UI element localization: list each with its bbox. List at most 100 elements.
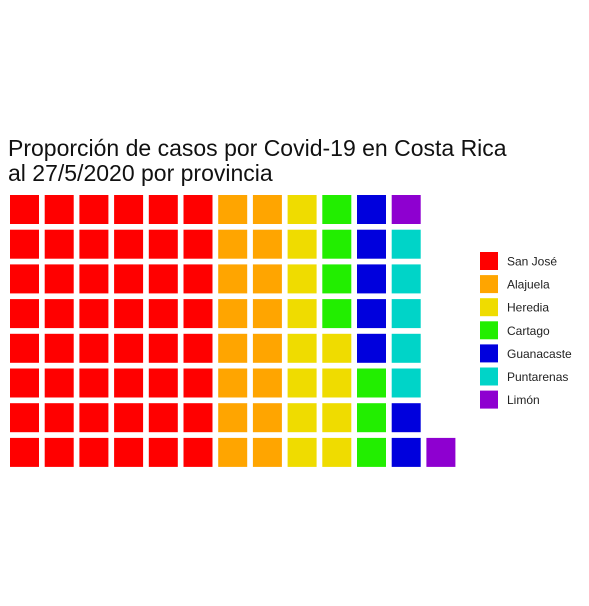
waffle-cell bbox=[218, 437, 248, 467]
waffle-cell bbox=[391, 368, 421, 398]
waffle-cell bbox=[287, 299, 317, 329]
waffle-cell bbox=[218, 403, 248, 433]
waffle-cell bbox=[44, 299, 74, 329]
waffle-cell bbox=[183, 299, 213, 329]
waffle-cell bbox=[357, 333, 386, 363]
waffle-cell bbox=[252, 229, 282, 259]
waffle-cell bbox=[322, 229, 352, 259]
waffle-cell bbox=[183, 195, 213, 224]
waffle-cell bbox=[114, 403, 144, 433]
legend: San José Alajuela Heredia Cartago Guanacaste… bbox=[480, 252, 572, 409]
waffle-cell bbox=[183, 368, 213, 398]
legend-swatch bbox=[480, 390, 498, 409]
waffle-cell bbox=[357, 403, 386, 433]
waffle-cell bbox=[114, 229, 144, 259]
waffle-cell bbox=[357, 195, 386, 224]
waffle-cell bbox=[79, 403, 109, 433]
waffle-cell bbox=[391, 403, 421, 433]
waffle-cell bbox=[357, 368, 386, 398]
waffle-cell bbox=[252, 195, 282, 224]
waffle-cell bbox=[148, 403, 178, 433]
waffle-cell bbox=[252, 403, 282, 433]
waffle-cell bbox=[287, 333, 317, 363]
waffle-cell bbox=[391, 264, 421, 294]
waffle-cell bbox=[322, 195, 352, 224]
waffle-cell bbox=[114, 264, 144, 294]
waffle-cell bbox=[79, 195, 109, 224]
waffle-cell bbox=[391, 333, 421, 363]
waffle-cell bbox=[218, 368, 248, 398]
waffle-cell bbox=[148, 299, 178, 329]
legend-swatch bbox=[480, 275, 498, 294]
waffle-cell bbox=[79, 229, 109, 259]
waffle-cell bbox=[183, 403, 213, 433]
waffle-cell bbox=[10, 333, 39, 363]
waffle-cell bbox=[322, 368, 352, 398]
waffle-cell bbox=[10, 299, 39, 329]
legend-label: San José bbox=[507, 255, 557, 269]
waffle-cell bbox=[10, 437, 39, 467]
waffle-cell bbox=[183, 264, 213, 294]
waffle-cell bbox=[148, 437, 178, 467]
waffle-cell bbox=[44, 195, 74, 224]
legend-swatch bbox=[480, 367, 498, 386]
legend-swatch bbox=[480, 344, 498, 363]
waffle-cell bbox=[322, 437, 352, 467]
waffle-cell bbox=[218, 229, 248, 259]
waffle-cell bbox=[322, 264, 352, 294]
waffle-cell bbox=[148, 368, 178, 398]
waffle-cell bbox=[391, 299, 421, 329]
waffle-cell bbox=[357, 229, 386, 259]
waffle-cell bbox=[114, 299, 144, 329]
legend-swatch bbox=[480, 298, 498, 317]
waffle-cell bbox=[391, 229, 421, 259]
waffle-cell bbox=[252, 437, 282, 467]
waffle-cell bbox=[357, 299, 386, 329]
waffle-cell bbox=[44, 403, 74, 433]
waffle-cell bbox=[357, 264, 386, 294]
waffle-cell bbox=[183, 333, 213, 363]
legend-label: Limón bbox=[507, 393, 540, 407]
waffle-cell bbox=[10, 195, 39, 224]
waffle-cell bbox=[218, 299, 248, 329]
waffle-cell bbox=[114, 368, 144, 398]
waffle-cell bbox=[79, 333, 109, 363]
waffle-cell bbox=[287, 264, 317, 294]
waffle-cell bbox=[287, 229, 317, 259]
waffle-cell bbox=[148, 264, 178, 294]
legend-label: Guanacaste bbox=[507, 347, 572, 361]
waffle-cell bbox=[218, 195, 248, 224]
waffle-cell bbox=[10, 229, 39, 259]
waffle-cell bbox=[357, 437, 386, 467]
legend-label: Cartago bbox=[507, 324, 550, 338]
waffle-cell bbox=[148, 333, 178, 363]
waffle-cell bbox=[44, 437, 74, 467]
waffle-cell bbox=[44, 264, 74, 294]
waffle-cell bbox=[10, 264, 39, 294]
waffle-cell bbox=[183, 229, 213, 259]
waffle-cell bbox=[322, 299, 352, 329]
waffle-cell bbox=[10, 403, 39, 433]
waffle-cell bbox=[252, 333, 282, 363]
waffle-cell bbox=[79, 368, 109, 398]
waffle-cell bbox=[218, 264, 248, 294]
legend-swatch bbox=[480, 252, 498, 270]
waffle-cell bbox=[183, 437, 213, 467]
legend-label: Alajuela bbox=[507, 278, 550, 292]
waffle-cell bbox=[391, 195, 421, 224]
waffle-cell bbox=[148, 229, 178, 259]
waffle-cell bbox=[44, 368, 74, 398]
chart-title-line-2: al 27/5/2020 por provincia bbox=[8, 160, 273, 186]
waffle-cells bbox=[10, 195, 456, 467]
waffle-cell bbox=[79, 437, 109, 467]
waffle-cell bbox=[252, 368, 282, 398]
waffle-cell bbox=[44, 229, 74, 259]
waffle-cell bbox=[79, 299, 109, 329]
legend-swatch bbox=[480, 321, 498, 340]
waffle-cell bbox=[114, 333, 144, 363]
waffle-cell bbox=[287, 195, 317, 224]
chart-title-line-1: Proporción de casos por Covid-19 en Cost… bbox=[8, 135, 507, 161]
waffle-cell bbox=[114, 195, 144, 224]
waffle-cell bbox=[426, 437, 456, 467]
